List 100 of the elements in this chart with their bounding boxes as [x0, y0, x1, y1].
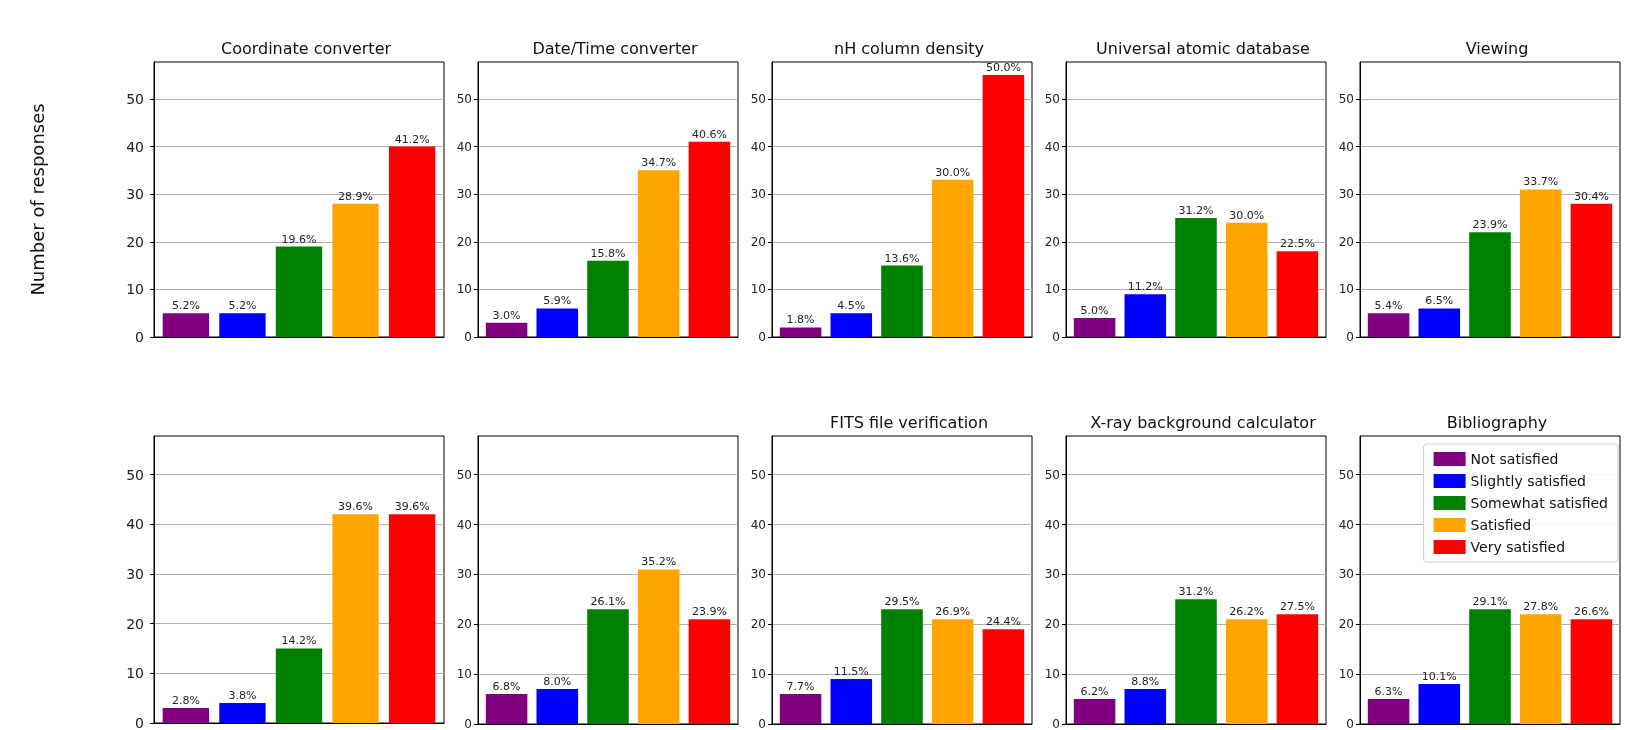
y-tick-label: 0	[758, 717, 766, 730]
annotation: 22.5%	[1279, 237, 1315, 251]
bar	[1469, 232, 1511, 337]
bar	[931, 619, 974, 724]
annotation: 5.9%	[543, 294, 572, 308]
bar	[1225, 222, 1268, 337]
y-tick-label: 30	[126, 565, 144, 582]
y-tick-label: 50	[126, 466, 144, 483]
annotation: 8.8%	[1131, 675, 1160, 689]
y-tick-label: 30	[750, 567, 766, 582]
annotation: 29.1%	[1472, 595, 1508, 609]
bar	[219, 703, 266, 723]
annotation: 2.8%	[171, 694, 200, 708]
y-tick-label: 10	[1338, 282, 1354, 297]
annotation: 7.7%	[786, 680, 815, 694]
annotation: 14.2%	[281, 634, 317, 648]
y-tick-label: 10	[750, 667, 766, 682]
y-tick-label: 20	[126, 615, 144, 632]
y-tick-label: 20	[750, 617, 766, 632]
y-tick-label: 0	[758, 330, 766, 344]
bar	[779, 694, 822, 724]
annotation: 6.2%	[1080, 685, 1109, 699]
bar	[982, 75, 1025, 337]
bar	[162, 708, 210, 723]
bar	[1175, 217, 1217, 337]
bar	[1570, 619, 1613, 724]
annotation: 28.9%	[338, 189, 374, 203]
y-tick-label: 40	[456, 139, 472, 154]
y-tick-label: 40	[1338, 517, 1354, 532]
annotation: 5.0%	[1080, 303, 1109, 317]
bar	[485, 322, 528, 337]
legend-label: Somewhat satisfied	[1470, 495, 1609, 511]
y-tick-label: 20	[456, 234, 472, 249]
bar	[388, 514, 436, 723]
y-tick-label: 10	[1338, 667, 1354, 682]
legend-label: Satisfied	[1470, 517, 1532, 533]
annotation: 11.5%	[833, 665, 869, 679]
bar	[275, 246, 323, 337]
chart-title: X-ray background calculator	[1090, 412, 1317, 432]
y-tick-label: 40	[1338, 139, 1354, 154]
y-tick-label: 40	[126, 516, 144, 533]
chart-title: Viewing	[1465, 38, 1529, 58]
annotation: 15.8%	[590, 246, 626, 260]
y-tick-label: 50	[1044, 467, 1060, 482]
y-tick-label: 50	[1044, 91, 1060, 106]
annotation: 13.6%	[884, 251, 920, 265]
annotation: 27.8%	[1523, 600, 1559, 614]
y-tick-label: 0	[464, 330, 472, 344]
bar	[1367, 699, 1410, 724]
bar	[1469, 609, 1511, 724]
annotation: 26.2%	[1229, 605, 1265, 619]
bar	[830, 313, 873, 337]
chart-title: Bibliography	[1446, 412, 1548, 432]
bar	[779, 327, 822, 337]
y-tick-label: 50	[750, 467, 766, 482]
bar	[982, 629, 1025, 724]
annotation: 24.4%	[985, 615, 1021, 629]
chart-title: nH column density	[834, 38, 984, 58]
bar	[1276, 251, 1319, 337]
bar	[1519, 189, 1562, 337]
bar	[1175, 599, 1217, 724]
bar	[1124, 689, 1167, 724]
bar	[536, 308, 579, 337]
bar	[1073, 699, 1116, 724]
annotation: 31.2%	[1178, 203, 1214, 217]
bar	[1276, 614, 1319, 724]
annotation: 6.5%	[1425, 294, 1454, 308]
bar	[587, 609, 629, 724]
annotation: 34.7%	[641, 156, 677, 170]
y-tick-label: 30	[1044, 187, 1060, 202]
y-tick-label: 0	[1052, 717, 1060, 730]
y-tick-label: 50	[1338, 91, 1354, 106]
chart-title: Universal atomic database	[1096, 38, 1310, 58]
bar	[1124, 294, 1167, 337]
y-tick-label: 10	[456, 667, 472, 682]
y-tick-label: 0	[1346, 330, 1354, 344]
annotation: 30.0%	[1229, 208, 1265, 222]
y-tick-label: 0	[464, 717, 472, 730]
bar	[1570, 203, 1613, 337]
bar	[162, 313, 210, 337]
y-tick-label: 30	[1338, 187, 1354, 202]
y-tick-label: 20	[456, 617, 472, 632]
bar	[485, 694, 528, 724]
legend-label: Not satisfied	[1470, 451, 1559, 467]
annotation: 50.0%	[985, 61, 1021, 75]
y-tick-label: 30	[750, 187, 766, 202]
annotation: 23.9%	[1472, 218, 1508, 232]
y-tick-label: 30	[456, 567, 472, 582]
annotation: 10.1%	[1421, 670, 1457, 684]
y-tick-label: 50	[126, 90, 144, 107]
y-tick-label: 40	[750, 139, 766, 154]
annotation: 39.6%	[338, 500, 374, 514]
y-tick-label: 40	[1044, 139, 1060, 154]
annotation: 1.8%	[786, 313, 815, 327]
bar	[1367, 313, 1410, 337]
y-tick-label: 40	[126, 138, 144, 155]
bar	[1073, 317, 1116, 337]
bar	[1418, 308, 1461, 337]
bar	[637, 569, 680, 724]
y-tick-label: 30	[1044, 567, 1060, 582]
